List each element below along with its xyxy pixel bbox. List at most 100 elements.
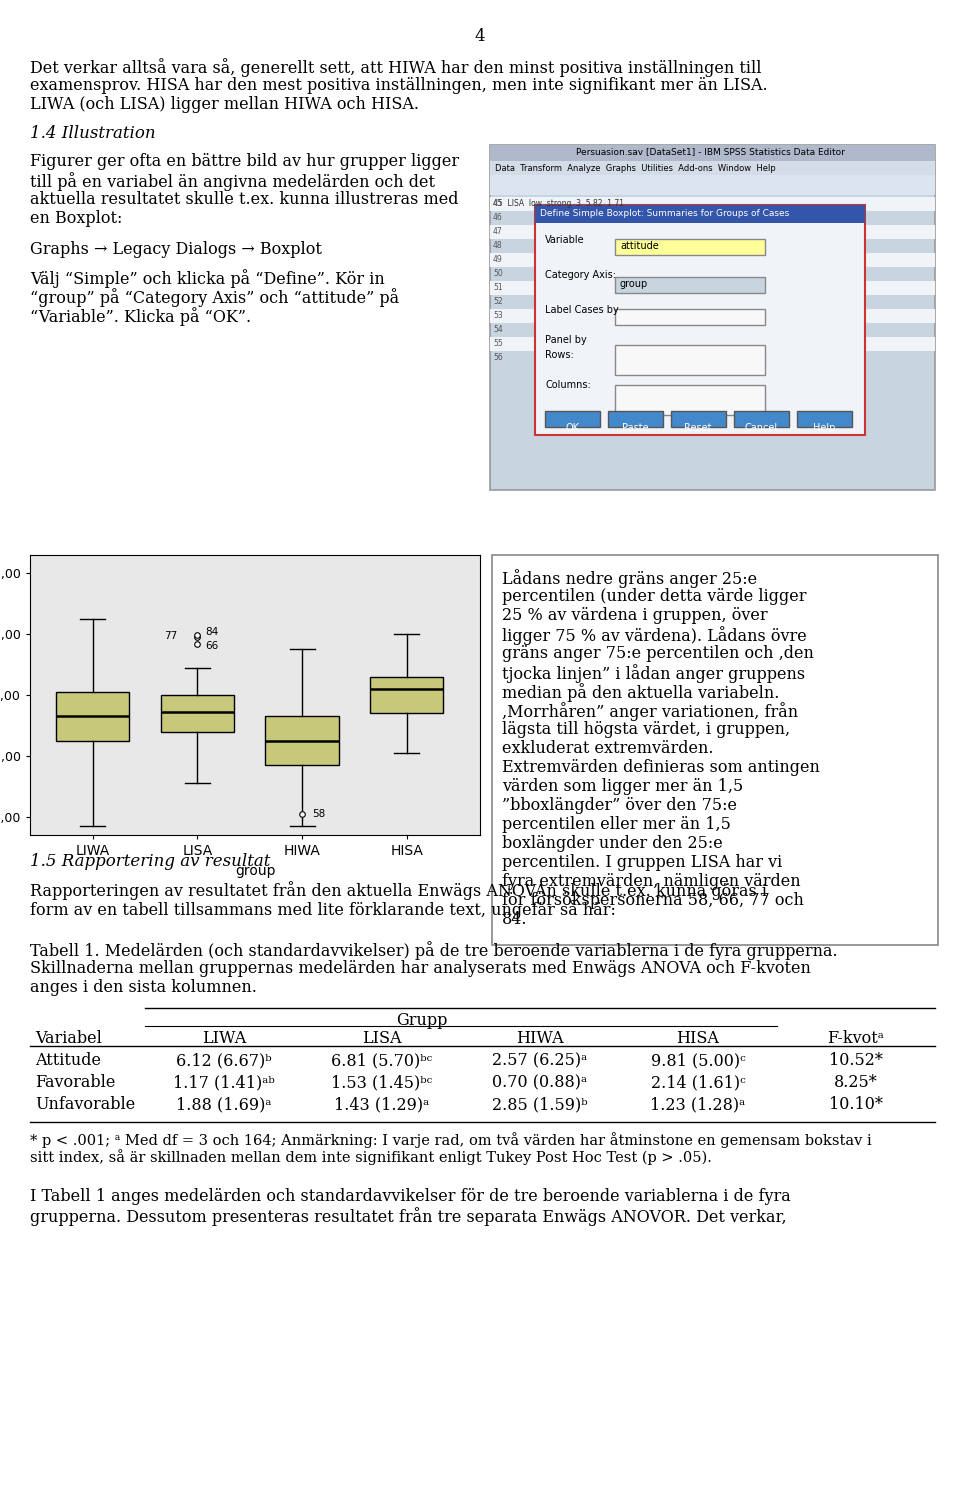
Bar [615, 345, 765, 375]
Bar [490, 145, 935, 490]
Text: Label Cases by: Label Cases by [545, 304, 619, 315]
Bar [492, 555, 938, 945]
Text: Graphs → Legacy Dialogs → Boxplot: Graphs → Legacy Dialogs → Boxplot [30, 241, 322, 258]
Text: 84.: 84. [502, 912, 527, 928]
Text: 2.85 (1.59)ᵇ: 2.85 (1.59)ᵇ [492, 1096, 588, 1114]
Text: 1.53 (1.45)ᵇᶜ: 1.53 (1.45)ᵇᶜ [331, 1074, 433, 1091]
Text: HIWA: HIWA [516, 1029, 564, 1047]
Bar [734, 411, 789, 426]
Text: anges i den sista kolumnen.: anges i den sista kolumnen. [30, 980, 257, 996]
Text: “Variable”. Klicka på “OK”.: “Variable”. Klicka på “OK”. [30, 307, 252, 326]
Bar [535, 205, 865, 223]
Text: HISA: HISA [677, 1029, 719, 1047]
Text: boxlängder under den 25:e: boxlängder under den 25:e [502, 835, 723, 851]
Text: värden som ligger mer än 1,5: värden som ligger mer än 1,5 [502, 778, 743, 796]
Bar [797, 411, 852, 426]
Text: Define Simple Boxplot: Summaries for Groups of Cases: Define Simple Boxplot: Summaries for Gro… [540, 209, 789, 219]
Text: LISA: LISA [362, 1029, 401, 1047]
Text: 1.5 Rapportering av resultat: 1.5 Rapportering av resultat [30, 853, 271, 870]
Text: I Tabell 1 anges medelärden och standardavvikelser för de tre beroende variabler: I Tabell 1 anges medelärden och standard… [30, 1188, 791, 1206]
Text: 45  LISA  low  strong  3  5.82  1.71: 45 LISA low strong 3 5.82 1.71 [493, 199, 624, 208]
Text: 56: 56 [493, 353, 503, 362]
Text: 10.52*: 10.52* [829, 1052, 883, 1068]
Text: 9.81 (5.00)ᶜ: 9.81 (5.00)ᶜ [651, 1052, 745, 1068]
Text: Extremvärden definieras som antingen: Extremvärden definieras som antingen [502, 760, 820, 776]
Text: Attitude: Attitude [35, 1052, 101, 1068]
Text: Columns:: Columns: [545, 380, 590, 390]
Text: OK: OK [565, 423, 579, 433]
Text: exkluderat extremvärden.: exkluderat extremvärden. [502, 740, 713, 757]
Text: för försökspersonerna 58, 66, 77 och: för försökspersonerna 58, 66, 77 och [502, 892, 804, 909]
Bar [615, 309, 765, 326]
Text: group: group [620, 279, 648, 289]
Text: * p < .001; ᵃ Med df = 3 och 164; Anmärkning: I varje rad, om två värden har åtm: * p < .001; ᵃ Med df = 3 och 164; Anmärk… [30, 1132, 872, 1148]
X-axis label: group: group [235, 864, 276, 877]
Text: 55: 55 [493, 339, 503, 348]
Bar [490, 225, 935, 240]
Text: 6.12 (6.67)ᵇ: 6.12 (6.67)ᵇ [177, 1052, 272, 1068]
Text: Favorable: Favorable [35, 1074, 115, 1091]
Text: 4: 4 [474, 29, 486, 45]
Text: 49: 49 [493, 255, 503, 264]
Text: Rows:: Rows: [545, 350, 574, 360]
Text: Unfavorable: Unfavorable [35, 1096, 135, 1114]
Text: lägsta till högsta värdet, i gruppen,: lägsta till högsta värdet, i gruppen, [502, 720, 790, 738]
Text: 1.23 (1.28)ᵃ: 1.23 (1.28)ᵃ [650, 1096, 746, 1114]
Text: 48: 48 [493, 241, 503, 250]
Text: median på den aktuella variabeln.: median på den aktuella variabeln. [502, 683, 780, 702]
Bar [545, 411, 600, 426]
Text: en Boxplot:: en Boxplot: [30, 209, 122, 228]
Bar [608, 411, 663, 426]
Text: 0.70 (0.88)ᵃ: 0.70 (0.88)ᵃ [492, 1074, 588, 1091]
Text: Data  Transform  Analyze  Graphs  Utilities  Add-ons  Window  Help: Data Transform Analyze Graphs Utilities … [495, 164, 776, 173]
Bar [57, 692, 130, 740]
Text: Variabel: Variabel [35, 1029, 102, 1047]
Bar [371, 677, 444, 713]
Text: Det verkar alltså vara så, generellt sett, att HIWA har den minst positiva instä: Det verkar alltså vara så, generellt set… [30, 57, 761, 77]
Text: Variable: Variable [545, 235, 585, 246]
Text: gräns anger 75:e percentilen och ‚den: gräns anger 75:e percentilen och ‚den [502, 645, 814, 662]
Text: percentilen (under detta värde ligger: percentilen (under detta värde ligger [502, 588, 806, 604]
Text: examensprov. HISA har den mest positiva inställningen, men inte signifikant mer : examensprov. HISA har den mest positiva … [30, 77, 768, 93]
Text: 51: 51 [493, 283, 503, 292]
Text: sitt index, så är skillnaden mellan dem inte signifikant enligt Tukey Post Hoc T: sitt index, så är skillnaden mellan dem … [30, 1148, 712, 1165]
Text: 8.25*: 8.25* [834, 1074, 877, 1091]
Text: 1.43 (1.29)ᵃ: 1.43 (1.29)ᵃ [334, 1096, 430, 1114]
Bar [490, 175, 935, 194]
Text: 2.57 (6.25)ᵃ: 2.57 (6.25)ᵃ [492, 1052, 588, 1068]
Text: Figurer ger ofta en bättre bild av hur grupper ligger: Figurer ger ofta en bättre bild av hur g… [30, 154, 459, 170]
Text: F-kvotᵃ: F-kvotᵃ [828, 1029, 884, 1047]
Text: Skillnaderna mellan gruppernas medelärden har analyserats med Enwägs ANOVA och F: Skillnaderna mellan gruppernas medelärde… [30, 960, 811, 977]
Text: 54: 54 [493, 326, 503, 335]
Bar [161, 695, 234, 731]
Text: Panel by: Panel by [545, 335, 587, 345]
Text: ligger 75 % av värdena). Lådans övre: ligger 75 % av värdena). Lådans övre [502, 625, 806, 645]
Text: Grupp: Grupp [396, 1013, 447, 1029]
Text: 46: 46 [493, 212, 503, 222]
Text: 50: 50 [493, 270, 503, 277]
Text: 66: 66 [204, 642, 218, 651]
Text: 47: 47 [493, 228, 503, 237]
Text: percentilen. I gruppen LISA har vi: percentilen. I gruppen LISA har vi [502, 854, 782, 871]
Bar [490, 145, 935, 161]
Text: Rapporteringen av resultatet från den aktuella Enwägs ANOVAn skulle t.ex. kunna : Rapporteringen av resultatet från den ak… [30, 882, 767, 900]
Text: 84: 84 [204, 627, 218, 637]
Text: till på en variabel än angivna medelärden och det: till på en variabel än angivna medelärde… [30, 172, 435, 191]
Bar [490, 161, 935, 175]
Bar [490, 280, 935, 295]
Bar [490, 253, 935, 267]
Bar [490, 338, 935, 351]
Bar [671, 411, 726, 426]
Text: 25 % av värdena i gruppen, över: 25 % av värdena i gruppen, över [502, 607, 768, 624]
Bar [615, 240, 765, 255]
Bar [615, 384, 765, 414]
Text: Cancel: Cancel [744, 423, 778, 433]
Text: Help: Help [813, 423, 835, 433]
Text: form av en tabell tillsammans med lite förklarande text, ungefär så här:: form av en tabell tillsammans med lite f… [30, 900, 616, 919]
Text: 6.81 (5.70)ᵇᶜ: 6.81 (5.70)ᵇᶜ [331, 1052, 433, 1068]
Text: percentilen eller mer än 1,5: percentilen eller mer än 1,5 [502, 815, 731, 833]
Text: 1.88 (1.69)ᵃ: 1.88 (1.69)ᵃ [177, 1096, 272, 1114]
Text: aktuella resultatet skulle t.ex. kunna illustreras med: aktuella resultatet skulle t.ex. kunna i… [30, 191, 459, 208]
Text: 45: 45 [493, 199, 503, 208]
Text: Tabell 1. Medelärden (och standardavvikelser) på de tre beroende variablerna i d: Tabell 1. Medelärden (och standardavvike… [30, 940, 838, 960]
